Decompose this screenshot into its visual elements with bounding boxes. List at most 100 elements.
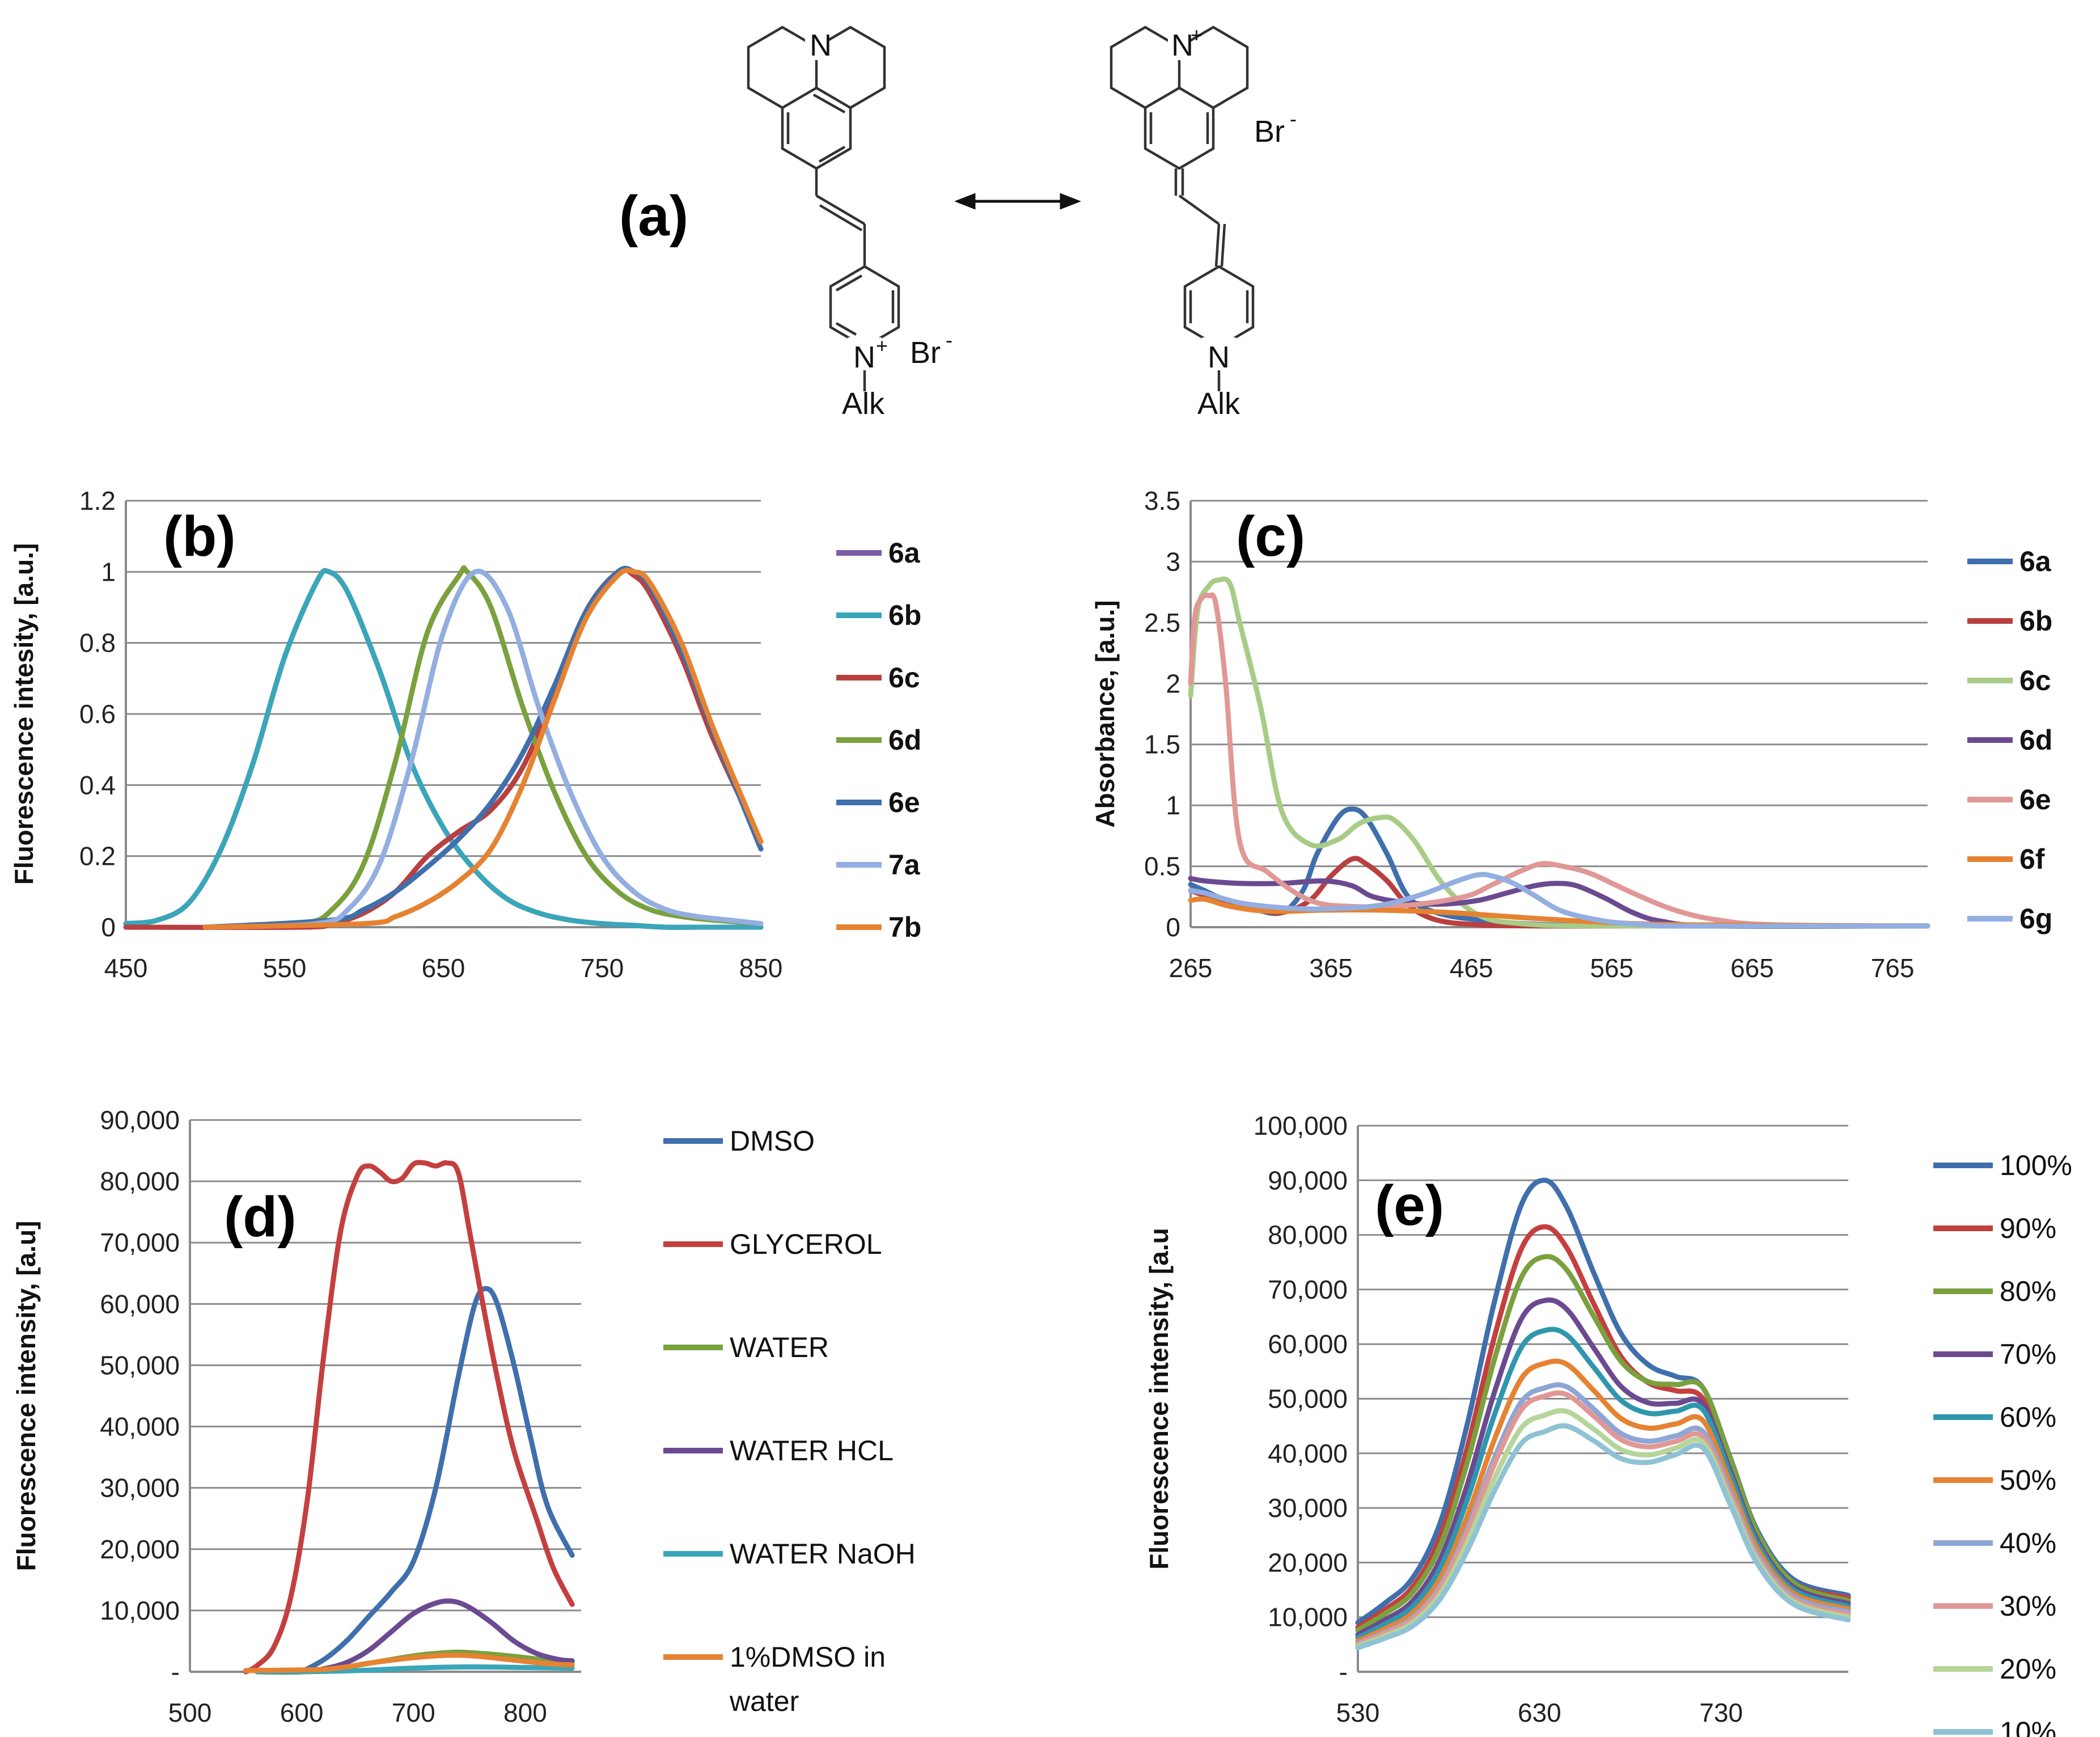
x-tick-label-e: 630 — [1518, 1698, 1561, 1727]
y-axis-title-d: Fluorescence intensity, [a.u] — [11, 1221, 41, 1571]
legend-label-c-2: 6c — [2019, 665, 2051, 696]
y-tick-label-b: 0.6 — [79, 699, 116, 729]
series-line-c-6d — [1188, 876, 1930, 929]
series-line-b-6d — [202, 565, 764, 930]
y-tick-label-b: 1 — [101, 557, 116, 586]
x-tick-label-d: 800 — [503, 1698, 547, 1727]
x-tick-label-c: 765 — [1871, 953, 1915, 983]
legend-label-c-5: 6f — [2019, 843, 2045, 875]
legend-label-b-1: 6b — [888, 599, 921, 631]
x-tick-label-b: 550 — [263, 953, 307, 983]
y-tick-label-c: 3 — [1166, 547, 1180, 576]
legend-label-d-5: 1%DMSO in — [730, 1641, 886, 1673]
y-tick-label-c: 2 — [1166, 669, 1180, 698]
legend-label-b-4: 6e — [888, 787, 920, 818]
y-tick-label-e: 100,000 — [1254, 1111, 1348, 1140]
y-tick-label-e: 60,000 — [1268, 1329, 1348, 1359]
legend-label-e-7: 30% — [2000, 1590, 2056, 1622]
panel-a-label: (a) — [619, 184, 688, 248]
x-tick-label-d: 700 — [392, 1698, 435, 1727]
y-tick-label-e: 30,000 — [1268, 1493, 1348, 1523]
legend-label-d-1: GLYCEROL — [730, 1228, 882, 1260]
legend-label-b-5: 7a — [888, 849, 921, 881]
atom-br-right: Br — [1254, 115, 1285, 149]
x-tick-label-b: 650 — [422, 953, 465, 983]
y-axis-title-e: Fluorescence intensity, [a.u — [1144, 1228, 1174, 1569]
panel-c-label: (c) — [1236, 505, 1305, 568]
x-tick-label-b: 450 — [104, 953, 148, 983]
y-axis-title-c: Absorbance, [a.u.] — [1090, 600, 1120, 827]
x-tick-label-e: 730 — [1699, 1698, 1743, 1727]
y-tick-label-c: 0 — [1166, 912, 1180, 942]
y-tick-label-b: 1.2 — [79, 486, 116, 515]
y-tick-label-d: 50,000 — [100, 1350, 180, 1380]
series-line-d-dmso — [299, 1286, 575, 1675]
atom-br-right-charge: - — [1290, 107, 1297, 130]
x-tick-label-d: 500 — [168, 1698, 212, 1727]
x-tick-label-c: 465 — [1450, 953, 1493, 983]
x-tick-label-c: 365 — [1309, 953, 1353, 983]
y-tick-label-c: 3.5 — [1144, 486, 1180, 515]
legend-label-e-8: 20% — [2000, 1653, 2056, 1685]
y-tick-label-e: 50,000 — [1268, 1384, 1348, 1414]
legend-label-b-3: 6d — [888, 724, 921, 756]
y-tick-label-d: 30,000 — [100, 1473, 180, 1503]
x-tick-label-b: 850 — [739, 953, 783, 983]
atom-br-left: Br — [910, 336, 941, 370]
y-tick-label-e: - — [1339, 1657, 1348, 1687]
structure-right — [1110, 26, 1255, 391]
series-line-c-6e — [1188, 592, 1930, 929]
y-tick-label-d: 10,000 — [100, 1596, 180, 1625]
series-line-b-7a — [202, 568, 764, 930]
mask-n-right — [1168, 33, 1191, 60]
panel-d-label: (d) — [224, 1185, 297, 1249]
x-tick-label-b: 750 — [581, 953, 624, 983]
legend-label-c-4: 6e — [2019, 784, 2051, 815]
legend-label-d-2: WATER — [730, 1332, 829, 1363]
legend-label-d-5: water — [729, 1685, 799, 1717]
mask-n-left-pyr — [848, 337, 882, 370]
panel-b-label: (b) — [163, 505, 236, 568]
y-tick-label-b: 0.2 — [79, 842, 116, 871]
atom-n-right-charge: + — [1191, 23, 1203, 47]
legend-label-e-1: 90% — [2000, 1212, 2056, 1244]
atom-n-right-pyridine: N — [1208, 340, 1230, 374]
legend-label-e-9: 10% — [2000, 1716, 2056, 1737]
y-tick-label-d: - — [171, 1657, 180, 1687]
panel-e-label: (e) — [1375, 1174, 1444, 1237]
y-tick-label-e: 70,000 — [1268, 1275, 1348, 1304]
legend-label-c-3: 6d — [2019, 724, 2052, 756]
structure-left — [747, 26, 900, 391]
series-line-b-6e — [202, 565, 764, 930]
series-line-e-10- — [1355, 1423, 1851, 1651]
y-tick-label-d: 20,000 — [100, 1535, 180, 1564]
legend-label-b-0: 6a — [888, 537, 921, 569]
y-tick-label-e: 10,000 — [1268, 1603, 1348, 1632]
y-tick-label-c: 2.5 — [1144, 608, 1180, 637]
legend-label-d-0: DMSO — [730, 1125, 815, 1157]
x-tick-label-c: 565 — [1590, 953, 1633, 983]
x-tick-label-e: 530 — [1336, 1698, 1380, 1727]
x-tick-label-c: 665 — [1730, 953, 1774, 983]
x-tick-label-c: 265 — [1169, 953, 1213, 983]
chart-e-panel: - 10,000 20,000 30,000 40,000 50,000 60,000 70,… — [1144, 1111, 2072, 1737]
y-axis-title-b: Fluorescence intesity, [a.u.] — [9, 543, 39, 885]
chart-c-panel: 0 0.5 1 1.5 2 2.5 3 3.5 265 365 465 565 665 765 Absorb… — [1090, 486, 2052, 983]
legend-label-c-0: 6a — [2019, 546, 2052, 577]
atom-br-left-charge: - — [946, 328, 952, 352]
y-tick-label-e: 80,000 — [1268, 1220, 1348, 1250]
y-tick-label-c: 0.5 — [1144, 852, 1180, 881]
mask-n-right-pyr — [1202, 337, 1236, 370]
legend-label-b-6: 7b — [888, 911, 921, 943]
chart-d-panel: - 10,000 20,000 30,000 40,000 50,000 60,000 70,… — [11, 1105, 916, 1727]
legend-label-e-4: 60% — [2000, 1401, 2056, 1433]
legend-label-d-3: WATER HCL — [730, 1435, 894, 1466]
legend-label-e-0: 100% — [2000, 1149, 2072, 1181]
resonance-arrow — [954, 193, 1081, 210]
legend-label-c-1: 6b — [2019, 605, 2052, 637]
chart-b-panel: 0 0.2 0.4 0.6 0.8 1 1.2 450 550 650 750 850 Fluoresc… — [9, 486, 921, 983]
x-tick-label-d: 600 — [280, 1698, 324, 1727]
y-tick-label-d: 80,000 — [100, 1167, 180, 1196]
legend-label-e-6: 40% — [2000, 1527, 2056, 1559]
